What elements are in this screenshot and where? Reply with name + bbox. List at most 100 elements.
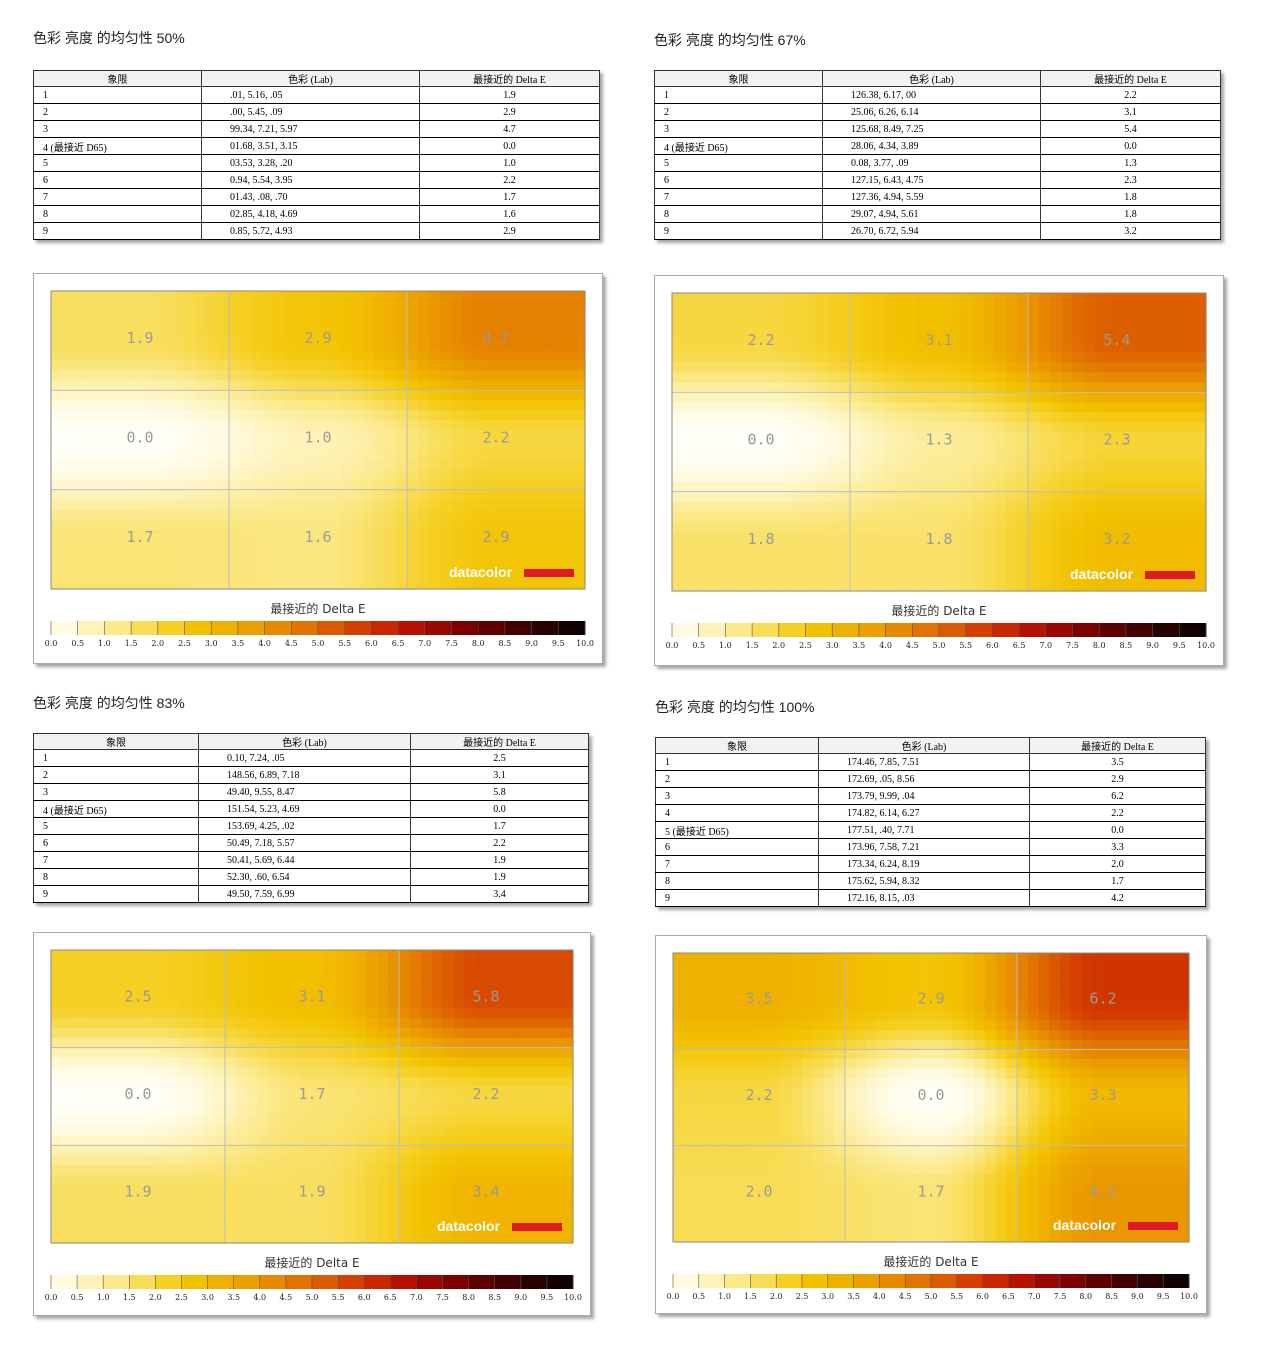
lab-cell: 99.34, 7.21, 5.97: [201, 120, 420, 138]
heat-cell: [927, 382, 940, 393]
heat-cell: [355, 1184, 367, 1195]
heat-cell: [240, 380, 252, 391]
heat-cell: [251, 489, 263, 501]
heat-cell: [551, 1194, 563, 1205]
heat-cell: [738, 322, 751, 334]
heat-cell: [257, 1125, 270, 1137]
heat-cell: [373, 420, 386, 431]
quadrant-cell: 9: [33, 222, 202, 240]
heat-cell: [877, 972, 889, 983]
lab-cell: 172.69, .05, 8.56: [818, 770, 1030, 788]
heat-cell: [1072, 531, 1085, 542]
heat-cell: [192, 959, 204, 971]
heat-cell: [377, 950, 389, 961]
heat-cell: [518, 449, 530, 461]
colorbar-tick-label: 3.5: [227, 1293, 240, 1302]
heat-cell: [1117, 461, 1129, 473]
heat-cell: [268, 1067, 280, 1078]
heat-cell: [214, 979, 226, 990]
heat-cell: [983, 511, 996, 523]
heat-cell: [362, 430, 375, 441]
heat-cell: [1061, 302, 1074, 314]
heat-cell: [812, 962, 825, 973]
heat-cell: [94, 1135, 106, 1146]
heat-cell: [105, 1194, 117, 1205]
heat-cell: [51, 440, 63, 451]
heat-cell: [312, 1125, 324, 1137]
heat-cell: [916, 551, 929, 562]
heat-cell: [83, 1106, 96, 1117]
heat-cell: [551, 549, 564, 560]
heat-cell: [994, 302, 1007, 314]
heat-cell: [159, 1145, 172, 1156]
heat-cell: [716, 953, 728, 964]
heat-cell: [240, 539, 252, 550]
heat-cell: [983, 422, 996, 433]
heat-cell: [366, 1223, 378, 1234]
colorbar-segment: [885, 623, 913, 637]
heat-cell: [1150, 293, 1163, 304]
heat-cell: [529, 1096, 541, 1107]
heat-cell: [994, 461, 1007, 473]
heat-cell: [355, 1194, 367, 1205]
heat-cell: [106, 330, 119, 342]
heat-cell: [1006, 972, 1018, 983]
heat-cell: [727, 471, 740, 483]
heat-cell: [362, 579, 375, 590]
colorbar-tick-label: 5.5: [332, 1293, 345, 1302]
lab-cell: 50.49, 7.18, 5.57: [198, 834, 411, 852]
heat-cell: [61, 1194, 74, 1205]
heat-cell: [983, 412, 996, 423]
heat-cell: [972, 422, 985, 433]
heat-cell: [939, 571, 951, 582]
heat-cell: [1150, 372, 1163, 383]
heat-cell: [573, 539, 586, 550]
heat-cell: [872, 481, 884, 493]
heat-cell: [181, 969, 193, 980]
heat-cell: [83, 998, 96, 1010]
heat-cell: [507, 1145, 520, 1156]
heat-cell: [409, 1018, 422, 1029]
heat-cell: [290, 1233, 302, 1244]
heat-cell: [927, 571, 940, 582]
heat-cell: [138, 1155, 150, 1166]
heat-cell: [431, 1076, 444, 1088]
heat-cell: [184, 340, 197, 352]
heat-cell: [1072, 432, 1085, 443]
heat-cell: [802, 991, 814, 1002]
heat-cell: [409, 1116, 422, 1127]
heat-cell: [333, 1125, 346, 1137]
heat-cell: [384, 559, 397, 570]
heat-cell: [225, 1037, 237, 1049]
heat-cell: [850, 293, 862, 304]
heat-cell: [268, 1164, 280, 1176]
quadrant-value-label: 1.9: [124, 1183, 151, 1201]
heat-cell: [94, 1106, 106, 1117]
table-row: 7 01.43, .08, .70 1.7: [33, 188, 600, 206]
heat-cell: [329, 430, 341, 441]
heat-cell: [983, 491, 996, 503]
heat-cell: [540, 310, 553, 322]
heat-cell: [355, 1145, 367, 1156]
heat-cell: [486, 1125, 498, 1137]
heat-cell: [486, 1028, 498, 1039]
heat-cell: [229, 410, 241, 421]
heat-cell: [451, 330, 464, 342]
heat-cell: [496, 291, 508, 302]
heat-cell: [518, 1145, 531, 1156]
heat-cell: [972, 352, 985, 364]
heat-cell: [344, 979, 357, 990]
heat-cell: [203, 1076, 215, 1088]
heat-cell: [716, 551, 729, 562]
heat-cell: [240, 350, 252, 362]
colorbar-segment: [494, 1275, 522, 1289]
heat-cell: [905, 382, 918, 393]
heat-cell: [384, 529, 397, 540]
lab-cell: .00, 5.45, .09: [201, 103, 420, 121]
heat-cell: [995, 981, 1007, 993]
heat-cell: [783, 481, 795, 493]
heat-cell: [1105, 312, 1118, 324]
heat-cell: [429, 569, 441, 580]
heat-cell: [898, 953, 911, 964]
heat-cell: [496, 539, 508, 550]
